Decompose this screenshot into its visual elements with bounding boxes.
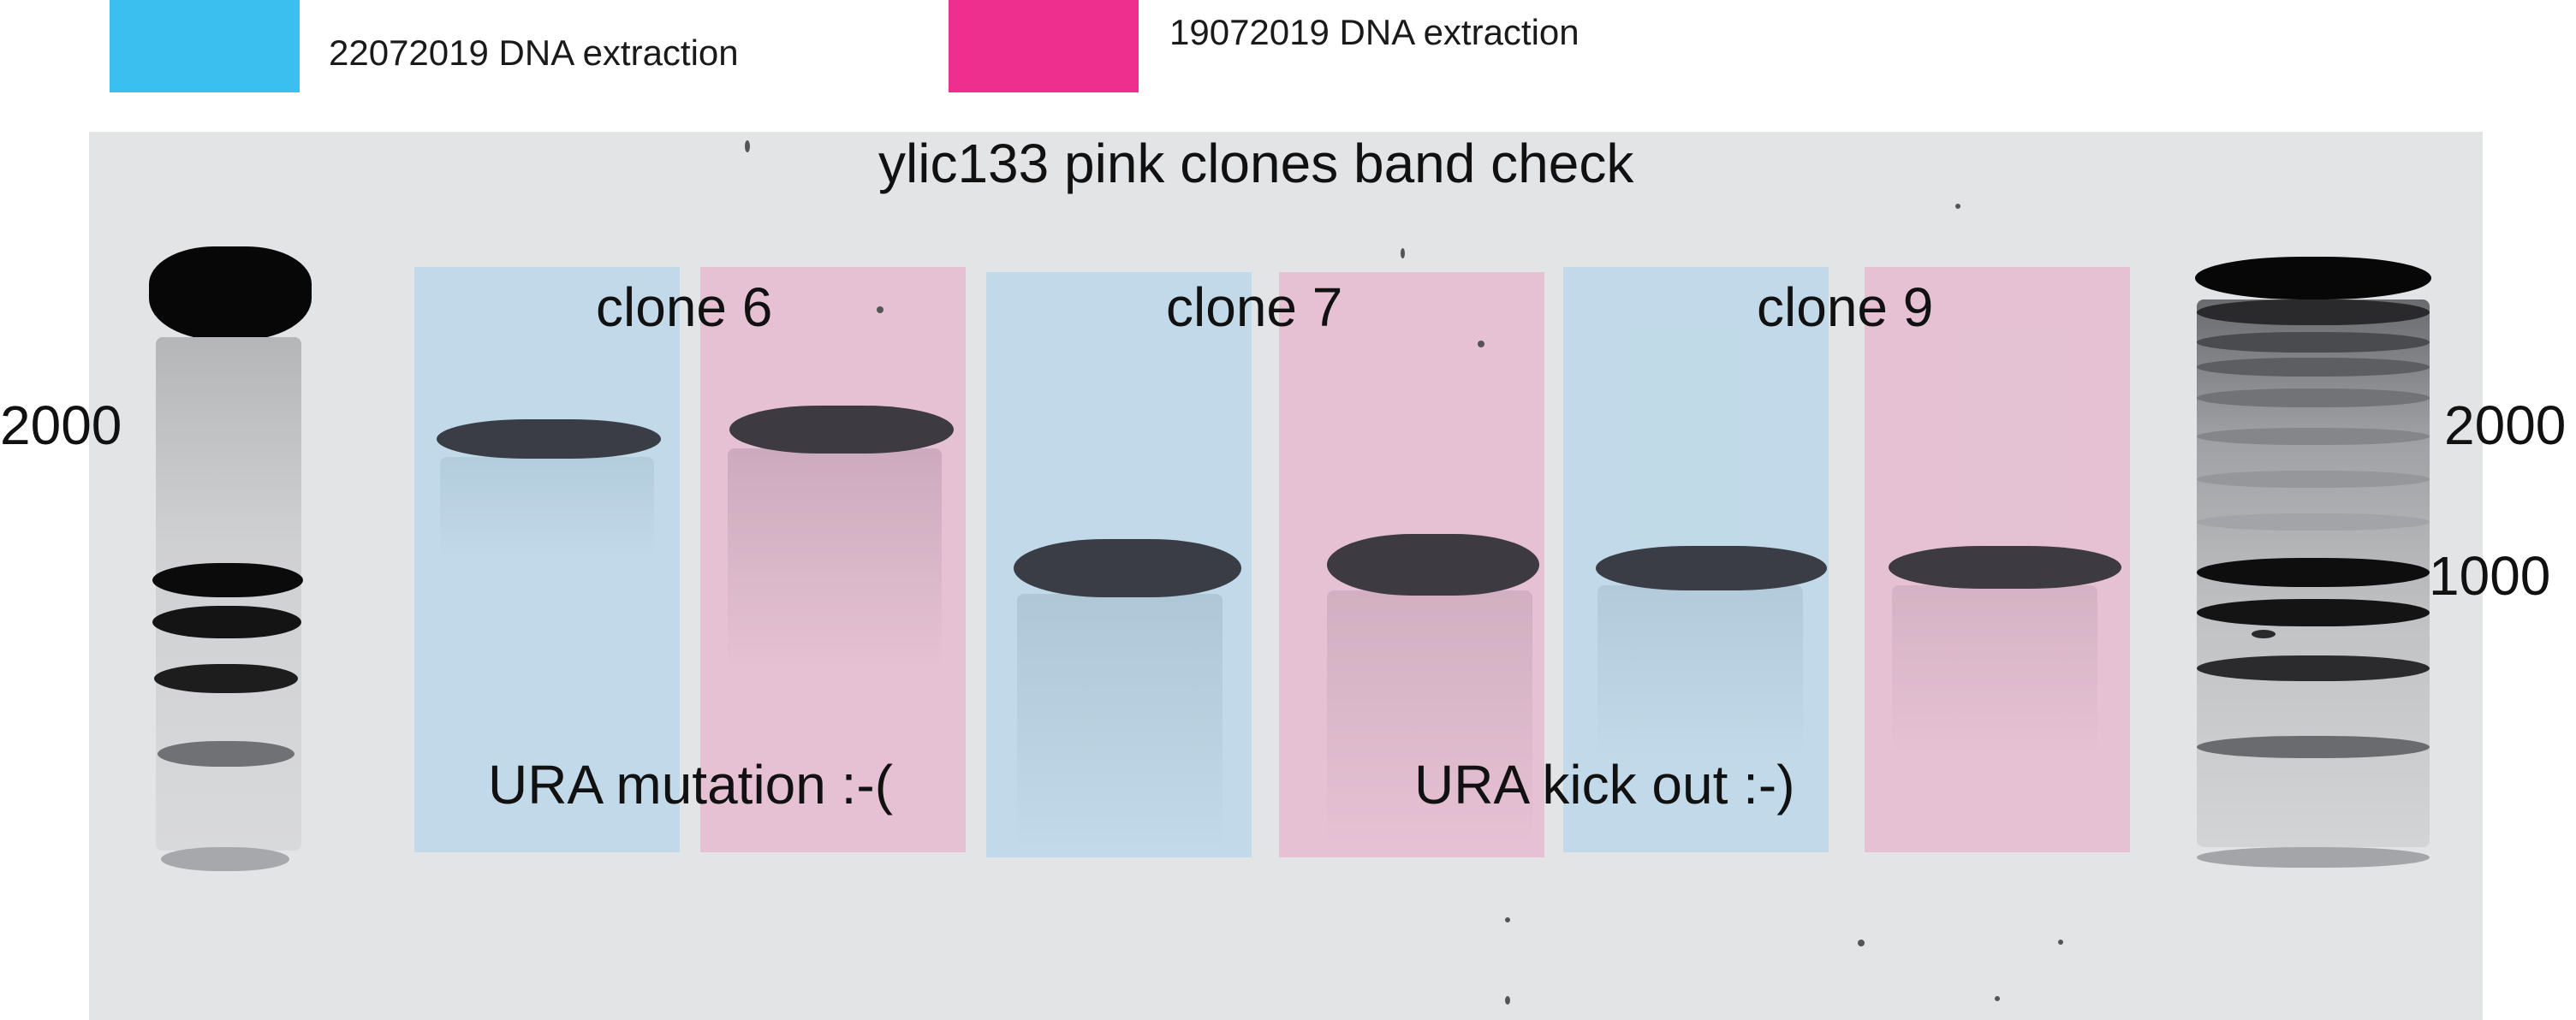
dna-band-clone9-19072019 [1889,546,2121,589]
annotation-ura-mutation: URA mutation :-( [488,754,894,815]
ladder-band [2197,471,2430,488]
ladder-band [2197,558,2430,587]
lane-tint-clone6-19072019 [700,267,966,852]
ladder-band [2197,299,2430,325]
dust-speck [1858,940,1865,946]
lane-tint-clone6-22072019 [414,267,680,852]
dust-speck [2252,630,2276,638]
ladder-band [161,847,289,871]
dust-speck [1505,917,1510,922]
dust-speck [877,306,883,313]
dust-speck [2058,940,2063,945]
legend-swatch-19072019 [949,0,1139,92]
legend-label-22072019: 22072019 DNA extraction [329,33,739,73]
ladder-band [2197,332,2430,353]
marker-2000-left: 2000 [0,394,122,456]
ladder-band [152,606,301,638]
gel-title: ylic133 pink clones band check [878,133,1634,194]
dust-speck [1995,996,2000,1001]
lane-smear [1327,590,1532,847]
lane-smear [1892,585,2097,756]
dna-band-clone9-22072019 [1596,546,1827,590]
ladder-band [2197,599,2430,626]
dna-band-clone7-19072019 [1327,534,1539,596]
legend-label-19072019: 19072019 DNA extraction [1169,12,1580,52]
dust-speck [1478,341,1484,347]
legend-swatch-22072019 [110,0,300,92]
clone-label-6: clone 6 [596,276,773,338]
marker-1000-right: 1000 [2429,545,2551,607]
annotation-ura-kick-out: URA kick out :-) [1414,754,1795,815]
ladder-band [2197,513,2430,531]
lane-smear [1017,594,1223,851]
clone-label-7: clone 7 [1166,276,1343,338]
ladder-band [2197,388,2430,407]
ladder-well-top-right [2195,257,2431,299]
ladder-band [154,664,298,693]
gel-image: ylic133 pink clones band check clone 6 c… [89,132,2483,1020]
ladder-band [2197,736,2430,758]
lane-smear [440,457,654,560]
ladder-band [2197,358,2430,377]
dna-band-clone7-22072019 [1014,539,1241,597]
ladder-band [2197,655,2430,681]
dna-band-clone6-22072019 [437,419,661,459]
ladder-band [2197,847,2430,868]
dna-band-clone6-19072019 [729,406,954,454]
clone-label-9: clone 9 [1757,276,1934,338]
dust-speck [1955,204,1960,209]
dust-speck [745,140,750,152]
ladder-band [158,741,294,767]
dust-speck [1401,248,1405,258]
ladder-well-top-left [149,246,312,341]
lane-smear [1597,585,1803,756]
lane-smear [728,448,942,671]
dust-speck [1505,996,1510,1005]
ladder-band [152,563,303,597]
ladder-band [2197,428,2430,445]
marker-2000-right: 2000 [2444,394,2567,456]
